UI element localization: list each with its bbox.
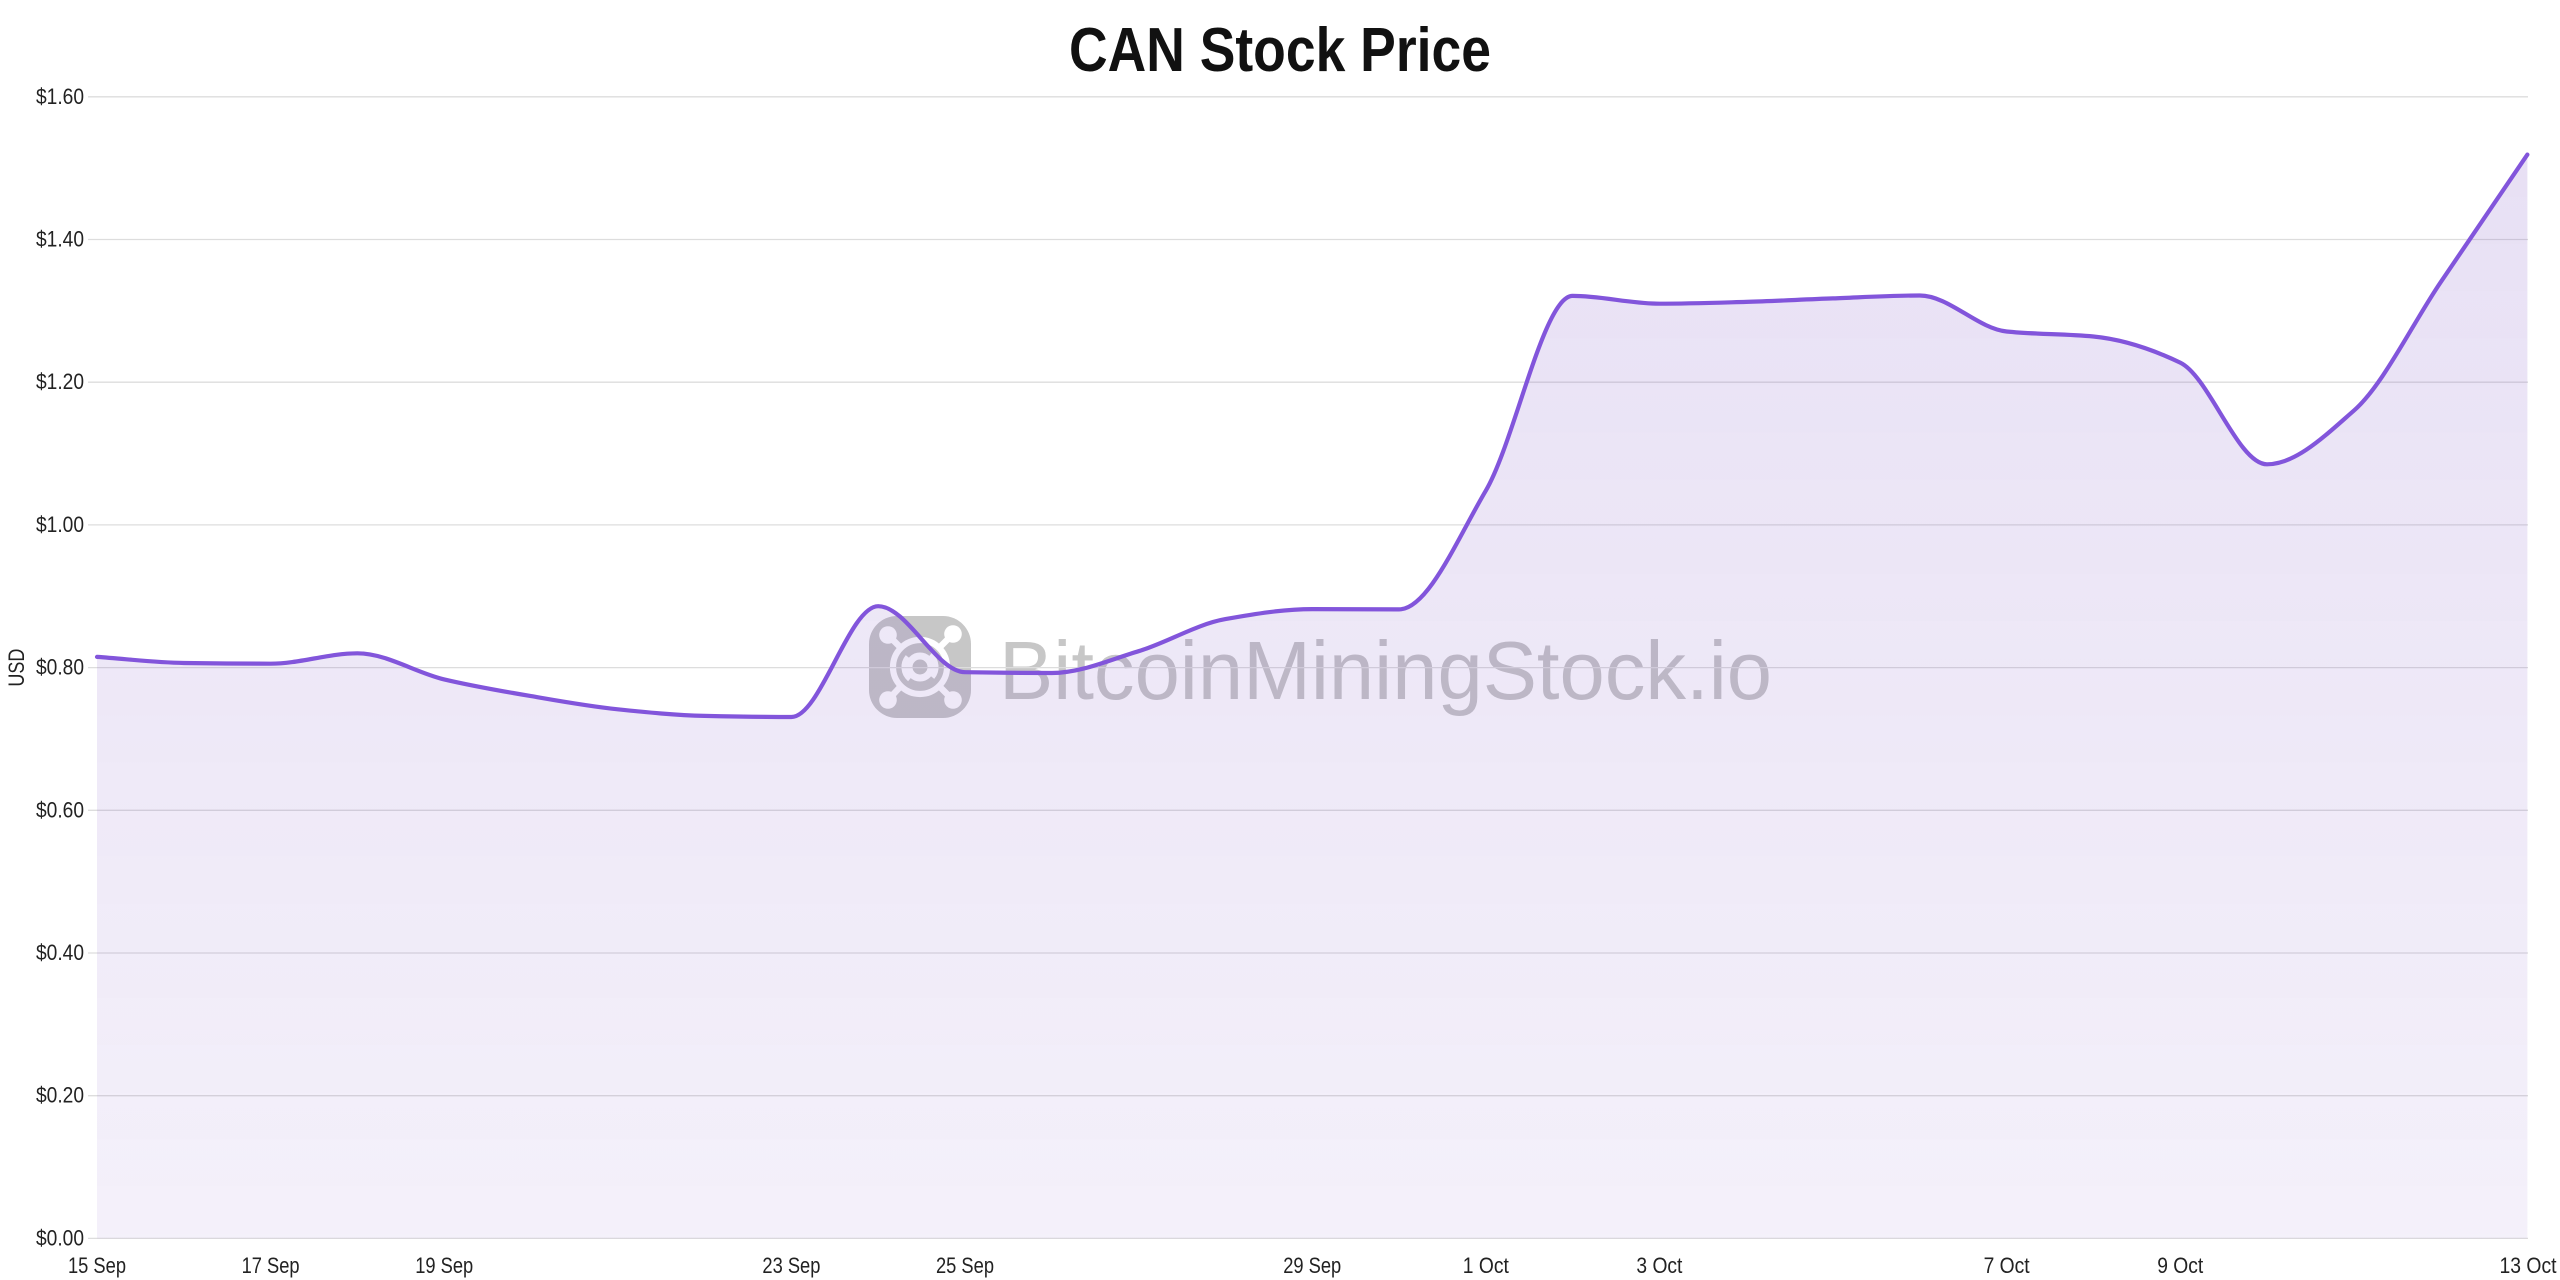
svg-text:3 Oct: 3 Oct (1636, 1253, 1682, 1278)
svg-text:CAN Stock Price: CAN Stock Price (1069, 16, 1491, 85)
svg-text:$1.60: $1.60 (36, 84, 84, 109)
svg-text:17 Sep: 17 Sep (242, 1253, 300, 1278)
svg-text:$0.60: $0.60 (36, 797, 84, 822)
svg-text:7 Oct: 7 Oct (1984, 1253, 2030, 1278)
svg-text:$0.40: $0.40 (36, 940, 84, 965)
svg-text:13 Oct: 13 Oct (2500, 1253, 2557, 1278)
svg-text:29 Sep: 29 Sep (1283, 1253, 1341, 1278)
svg-text:USD: USD (4, 649, 29, 687)
svg-text:25 Sep: 25 Sep (936, 1253, 994, 1278)
svg-text:9 Oct: 9 Oct (2157, 1253, 2203, 1278)
svg-text:$1.40: $1.40 (36, 227, 84, 252)
svg-text:$1.00: $1.00 (36, 512, 84, 537)
svg-text:23 Sep: 23 Sep (762, 1253, 820, 1278)
svg-text:15 Sep: 15 Sep (68, 1253, 126, 1278)
svg-text:$0.80: $0.80 (36, 655, 84, 680)
svg-text:1 Oct: 1 Oct (1463, 1253, 1509, 1278)
svg-text:$1.20: $1.20 (36, 369, 84, 394)
svg-text:$0.20: $0.20 (36, 1083, 84, 1108)
svg-text:$0.00: $0.00 (36, 1225, 84, 1250)
svg-text:19 Sep: 19 Sep (415, 1253, 473, 1278)
